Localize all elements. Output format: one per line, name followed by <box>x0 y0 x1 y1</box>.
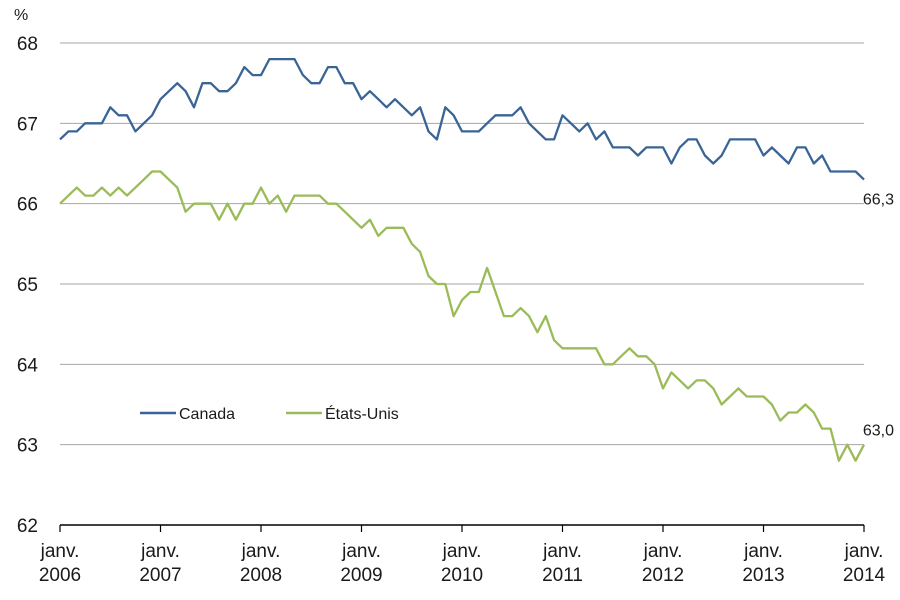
y-tick-label: 68 <box>17 34 38 55</box>
y-axis-ticks: 62 63 64 65 66 67 68 <box>17 34 39 537</box>
x-tick-label-year: 2009 <box>340 565 382 586</box>
x-tick-label-year: 2013 <box>742 565 784 586</box>
x-tick-label-month: janv. <box>442 541 482 562</box>
series-lines <box>59 57 866 462</box>
y-tick-label: 67 <box>17 114 38 135</box>
legend-label: Canada <box>179 406 235 423</box>
x-tick-label-month: janv. <box>542 541 582 562</box>
end-value-label: 63,0 <box>863 423 894 440</box>
y-tick-label: 63 <box>17 436 38 457</box>
x-tick-label-year: 2008 <box>240 565 282 586</box>
y-tick-label: 62 <box>17 516 38 537</box>
y-tick-label: 66 <box>17 195 38 216</box>
y-axis-unit-label: % <box>14 7 28 24</box>
series-line-canada <box>59 57 865 181</box>
x-axis: janv. 2006 janv. 2007 janv. 2008 janv. 2009 janv… <box>39 524 886 586</box>
legend: Canada États-Unis <box>140 404 399 423</box>
end-value-label: 66,3 <box>863 192 894 209</box>
x-tick-label-year: 2011 <box>542 565 583 586</box>
series-line-etats-unis <box>59 170 866 462</box>
end-labels: 66,3 63,0 <box>863 192 894 440</box>
x-tick-label-month: janv. <box>844 541 884 562</box>
gridlines <box>60 42 864 446</box>
y-tick-label: 64 <box>17 355 39 376</box>
x-tick-label-year: 2007 <box>139 565 181 586</box>
x-tick-label-month: janv. <box>241 541 281 562</box>
x-tick-label-year: 2012 <box>642 565 684 586</box>
x-tick-label-month: janv. <box>643 541 683 562</box>
x-tick-label-year: 2006 <box>39 565 81 586</box>
y-tick-label: 65 <box>17 275 38 296</box>
x-tick-label-month: janv. <box>341 541 381 562</box>
x-tick-label-month: janv. <box>140 541 180 562</box>
x-tick-label-year: 2010 <box>441 565 483 586</box>
legend-label: États-Unis <box>325 404 399 423</box>
x-tick-label-month: janv. <box>40 541 80 562</box>
x-tick-label-month: janv. <box>743 541 783 562</box>
x-tick-label-year: 2014 <box>843 565 886 586</box>
